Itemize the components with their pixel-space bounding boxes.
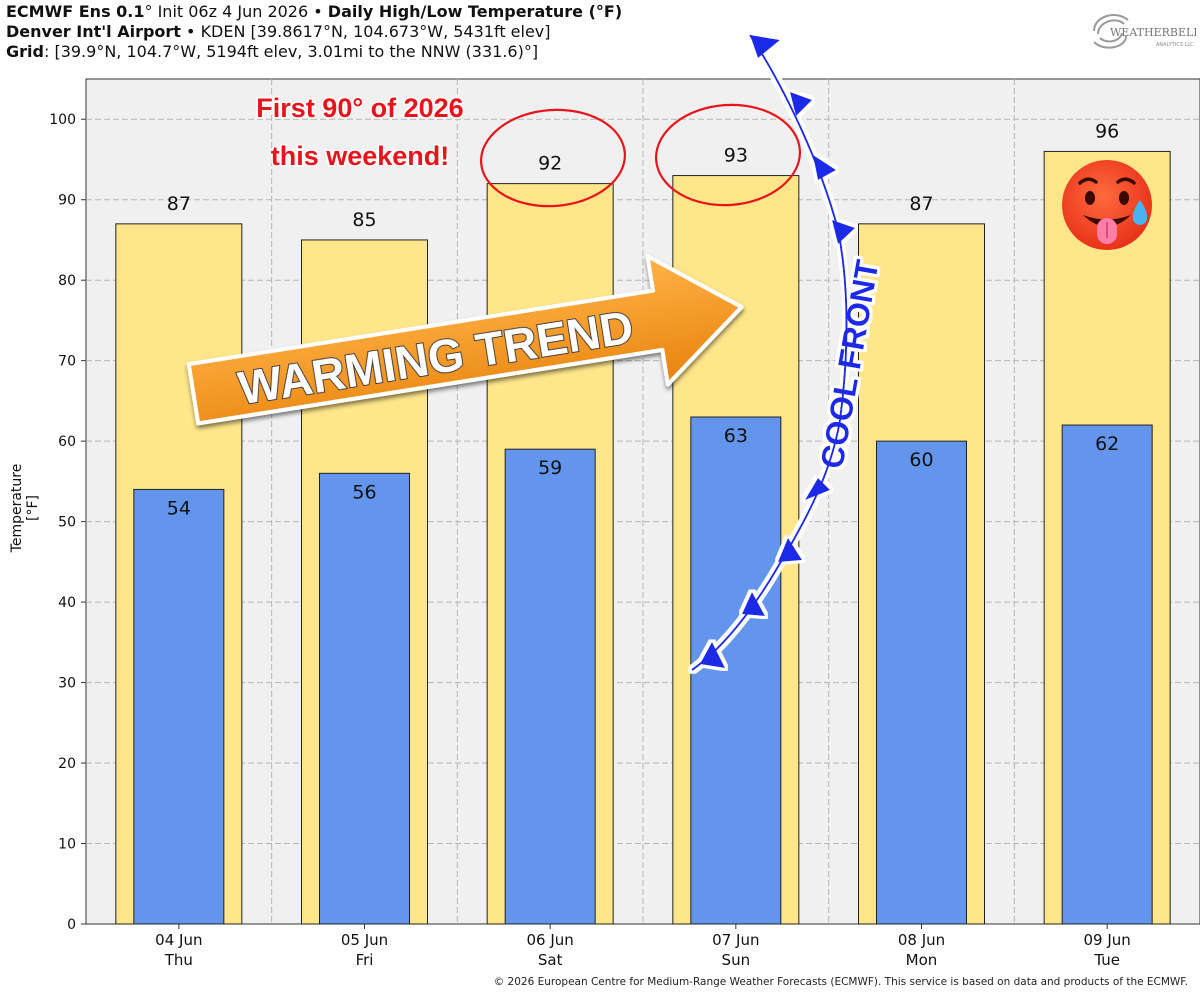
circle-sun <box>654 103 802 207</box>
y-tick-label: 20 <box>58 756 76 772</box>
copyright-footer: © 2026 European Centre for Medium-Range … <box>493 976 1188 988</box>
y-tick-label: 70 <box>58 354 76 370</box>
bar-low <box>876 440 967 925</box>
grid-location: : [39.9°N, 104.7°W, 5194ft elev, 3.01mi … <box>43 42 539 61</box>
x-tick-day: Fri <box>356 951 374 969</box>
init-time: Init 06z 4 Jun 2026 <box>152 2 309 21</box>
bar-low <box>504 448 596 925</box>
header-separator: • <box>308 2 328 21</box>
station-location: • KDEN [39.8617°N, 104.673°W, 5431ft ele… <box>180 22 551 41</box>
x-tick-day: Mon <box>906 951 938 969</box>
cool-front: COOL FRONT <box>691 34 886 671</box>
high-value-label: 93 <box>724 145 748 167</box>
chart-header-line3: Grid: [39.9°N, 104.7°W, 5194ft elev, 3.0… <box>6 42 538 61</box>
chart-title: Daily High/Low Temperature (°F) <box>327 2 623 21</box>
low-value-label: 63 <box>724 425 748 447</box>
chart-header-line2: Denver Int'l Airport • KDEN [39.8617°N, … <box>6 22 551 41</box>
y-tick-label: 100 <box>49 112 76 128</box>
front-line <box>691 34 848 671</box>
circle-sat <box>479 108 627 208</box>
x-tick-date: 08 Jun <box>898 931 945 949</box>
y-tick-label: 0 <box>67 917 76 933</box>
weatherbell-logo: WEATHERBELL ANALYTICS LLC <box>1093 14 1196 49</box>
low-value-label: 54 <box>167 497 191 519</box>
station-name: Denver Int'l Airport <box>6 22 181 41</box>
model-name: ECMWF Ens 0.1 <box>6 2 145 21</box>
x-tick-day: Sat <box>538 951 563 969</box>
logo-sub: ANALYTICS LLC <box>1156 42 1194 48</box>
first90-line1: First 90° of 2026 <box>256 93 463 123</box>
bar-low <box>690 416 782 925</box>
bars-layer: 87 54 85 56 92 59 93 63 87 60 96 62 <box>115 120 1171 925</box>
x-tick-day: Thu <box>164 951 193 969</box>
low-value-label: 60 <box>909 449 933 471</box>
low-value-label: 59 <box>538 457 562 479</box>
highlight-circles <box>479 103 802 208</box>
y-tick-label: 80 <box>58 273 76 289</box>
x-tick-date: 05 Jun <box>341 931 388 949</box>
hot-face-icon <box>1062 160 1152 250</box>
high-value-label: 87 <box>167 193 191 215</box>
low-value-label: 62 <box>1095 433 1119 455</box>
x-tick-date: 07 Jun <box>712 931 759 949</box>
y-tick-label: 50 <box>58 515 76 531</box>
x-tick-day: Tue <box>1093 951 1120 969</box>
degree-mark: ° <box>144 2 153 21</box>
bar-low <box>319 472 410 925</box>
chart-header-line1: ECMWF Ens 0.1° Init 06z 4 Jun 2026 • Dai… <box>6 2 622 21</box>
bar-low <box>133 488 225 925</box>
front-triangles <box>700 35 855 668</box>
high-value-label: 92 <box>538 153 562 175</box>
high-value-label: 87 <box>909 193 933 215</box>
first90-line2: this weekend! <box>271 141 450 171</box>
axes-layer: 0 10 20 30 40 50 60 70 80 90 100 04 Jun Thu 05 Jun Fri… <box>49 112 1131 969</box>
bar-low <box>1061 424 1153 925</box>
y-tick-label: 60 <box>58 434 76 450</box>
y-axis-label: Temperature [°F] <box>9 463 41 553</box>
high-value-label: 85 <box>352 209 376 231</box>
x-tick-date: 06 Jun <box>527 931 574 949</box>
low-value-label: 56 <box>352 481 376 503</box>
high-value-label: 96 <box>1095 120 1119 142</box>
x-tick-date: 09 Jun <box>1084 931 1131 949</box>
x-tick-date: 04 Jun <box>155 931 202 949</box>
y-tick-label: 10 <box>58 837 76 853</box>
y-tick-label: 30 <box>58 676 76 692</box>
x-tick-day: Sun <box>722 951 751 969</box>
y-tick-label: 40 <box>58 595 76 611</box>
y-tick-label: 90 <box>58 193 76 209</box>
logo-brand: WEATHERBELL <box>1110 26 1196 39</box>
grid-label: Grid <box>6 42 44 61</box>
